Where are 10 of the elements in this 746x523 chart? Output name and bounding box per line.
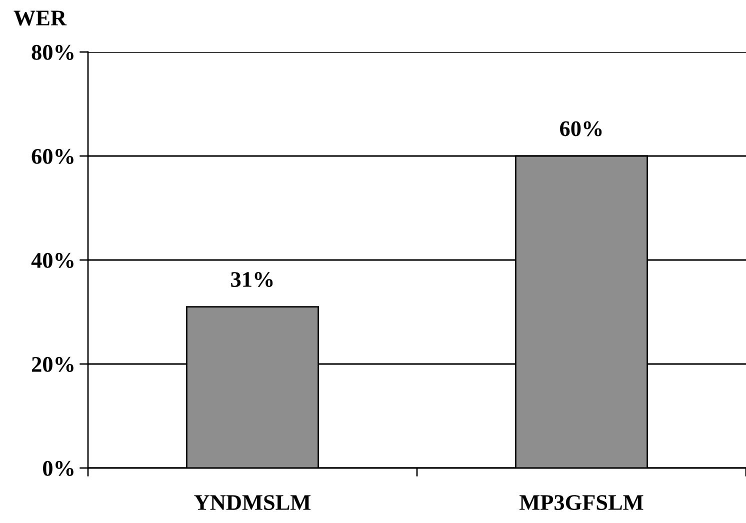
data-label: 31% bbox=[231, 272, 273, 288]
y-axis-title: WER bbox=[14, 10, 67, 26]
y-tick-label: 40% bbox=[31, 252, 74, 268]
y-tick-label: 60% bbox=[32, 148, 74, 164]
y-tick-label: 0% bbox=[43, 460, 74, 476]
x-tick-label: YNDMSLM bbox=[194, 495, 310, 510]
y-tick-label: 20% bbox=[32, 356, 74, 372]
data-label: 60% bbox=[560, 121, 602, 136]
y-tick-label: 80% bbox=[32, 44, 74, 60]
x-tick-label: MP3GFSLM bbox=[520, 495, 644, 510]
